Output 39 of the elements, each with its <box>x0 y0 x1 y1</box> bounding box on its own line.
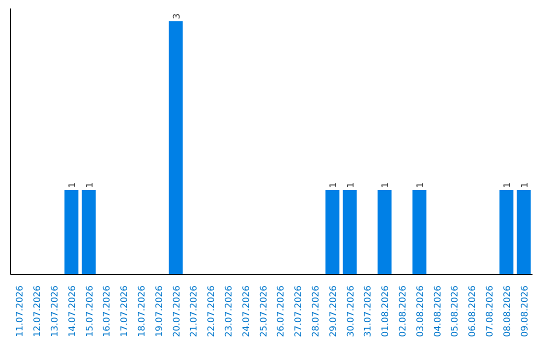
data-label: 1 <box>502 182 513 188</box>
x-tick-label: 22.07.2026 <box>207 285 218 338</box>
x-tick-label: 25.07.2026 <box>259 285 270 338</box>
x-tick-label: 03.08.2026 <box>416 285 426 338</box>
data-label: 1 <box>381 182 392 188</box>
x-tick-label: 31.07.2026 <box>364 285 374 338</box>
x-tick-label: 12.07.2026 <box>33 285 44 338</box>
data-label: 1 <box>328 182 339 188</box>
data-label: 1 <box>520 182 530 188</box>
data-label: 1 <box>416 182 426 188</box>
x-tick-label: 27.07.2026 <box>294 285 304 338</box>
x-tick-label: 20.07.2026 <box>172 285 182 338</box>
x-tick-label: 04.08.2026 <box>433 285 444 338</box>
data-label: 3 <box>172 13 182 20</box>
x-tick-label: 28.07.2026 <box>312 285 322 338</box>
x-tick-label: 02.08.2026 <box>398 285 408 338</box>
x-tick-label: 05.08.2026 <box>450 285 461 338</box>
x-tick-label: 09.08.2026 <box>520 285 530 338</box>
x-tick-label: 15.07.2026 <box>85 285 96 338</box>
x-tick-label: 11.07.2026 <box>16 285 26 338</box>
data-label: 1 <box>68 182 78 188</box>
x-tick-label: 18.07.2026 <box>138 285 148 338</box>
x-tick-label: 19.07.2026 <box>154 285 165 338</box>
x-tick-label: 06.08.2026 <box>468 285 478 338</box>
x-tick-label: 21.07.2026 <box>190 285 200 338</box>
data-label: 1 <box>85 182 96 188</box>
x-tick-label: 24.07.2026 <box>242 285 252 338</box>
x-tick-label: 23.07.2026 <box>224 285 234 338</box>
x-tick-label: 17.07.2026 <box>120 285 130 338</box>
x-tick-label: 01.08.2026 <box>381 285 392 338</box>
x-tick-label: 07.08.2026 <box>486 285 496 338</box>
x-tick-label: 30.07.2026 <box>346 285 356 338</box>
x-tick-label: 08.08.2026 <box>502 285 513 338</box>
x-tick-label: 29.07.2026 <box>328 285 339 338</box>
x-tick-label: 14.07.2026 <box>68 285 78 338</box>
data-label: 1 <box>346 182 356 188</box>
x-tick-label: 13.07.2026 <box>50 285 60 338</box>
x-tick-label: 26.07.2026 <box>276 285 287 338</box>
x-tick-label: 16.07.2026 <box>102 285 113 338</box>
